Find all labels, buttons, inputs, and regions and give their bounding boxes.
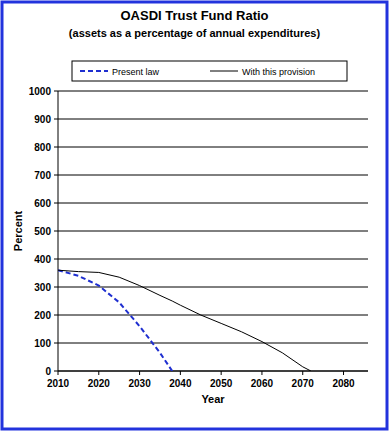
y-tick-label: 200 — [34, 310, 51, 321]
grid-line — [58, 119, 368, 120]
background — [0, 0, 389, 431]
y-tick-label: 800 — [34, 142, 51, 153]
x-tick-label: 2040 — [169, 378, 192, 389]
y-tick — [54, 203, 58, 204]
chart: OASDI Trust Fund Ratio (assets as a perce… — [0, 0, 389, 431]
y-tick-label: 300 — [34, 282, 51, 293]
x-tick-label: 2020 — [88, 378, 111, 389]
y-tick — [54, 175, 58, 176]
x-tick — [98, 371, 99, 375]
x-tick — [261, 371, 262, 375]
y-tick-label: 1000 — [29, 86, 52, 97]
x-tick — [180, 371, 181, 375]
y-tick-label: 0 — [45, 366, 51, 377]
series-line — [58, 270, 172, 371]
legend-swatch — [80, 70, 108, 72]
x-tick-label: 2030 — [128, 378, 151, 389]
x-tick-label: 2080 — [332, 378, 355, 389]
x-tick-label: 2050 — [210, 378, 233, 389]
y-tick — [54, 119, 58, 120]
y-tick — [54, 231, 58, 232]
y-axis — [58, 91, 59, 371]
grid-line — [58, 91, 368, 92]
y-tick-label: 700 — [34, 170, 51, 181]
title: OASDI Trust Fund Ratio — [120, 8, 268, 23]
y-tick — [54, 315, 58, 316]
y-tick — [54, 259, 58, 260]
y-tick-label: 500 — [34, 226, 51, 237]
y-tick — [54, 91, 58, 92]
x-tick — [302, 371, 303, 375]
grid-line — [58, 287, 368, 288]
grid-line — [58, 203, 368, 204]
x-axis — [58, 371, 368, 372]
grid-line — [58, 175, 368, 176]
x-tick — [343, 371, 344, 375]
grid-line — [58, 147, 368, 148]
x-axis-label: Year — [201, 393, 225, 405]
y-tick-label: 100 — [34, 338, 51, 349]
grid-line — [58, 371, 368, 372]
y-axis-label: Percent — [12, 210, 24, 251]
x-tick — [139, 371, 140, 375]
x-tick — [221, 371, 222, 375]
grid-line — [58, 343, 368, 344]
y-tick-label: 600 — [34, 198, 51, 209]
legend-label: With this provision — [242, 67, 315, 77]
series-line — [58, 270, 311, 371]
y-tick-label: 900 — [34, 114, 51, 125]
x-tick-label: 2070 — [292, 378, 315, 389]
outer-border — [2, 2, 387, 429]
grid-line — [58, 259, 368, 260]
grid-line — [58, 231, 368, 232]
y-tick-label: 400 — [34, 254, 51, 265]
legend: Present law With this provision — [72, 61, 347, 81]
x-tick-label: 2010 — [47, 378, 70, 389]
y-tick — [54, 371, 58, 372]
series-group — [58, 270, 311, 371]
legend-box — [72, 61, 347, 81]
x-tick-label: 2060 — [251, 378, 274, 389]
y-tick — [54, 343, 58, 344]
x-tick — [58, 371, 59, 375]
legend-label: Present law — [112, 67, 160, 77]
subtitle: (assets as a percentage of annual expend… — [69, 27, 321, 39]
legend-swatch — [210, 71, 238, 72]
y-tick — [54, 147, 58, 148]
grid-line — [58, 315, 368, 316]
y-tick — [54, 287, 58, 288]
